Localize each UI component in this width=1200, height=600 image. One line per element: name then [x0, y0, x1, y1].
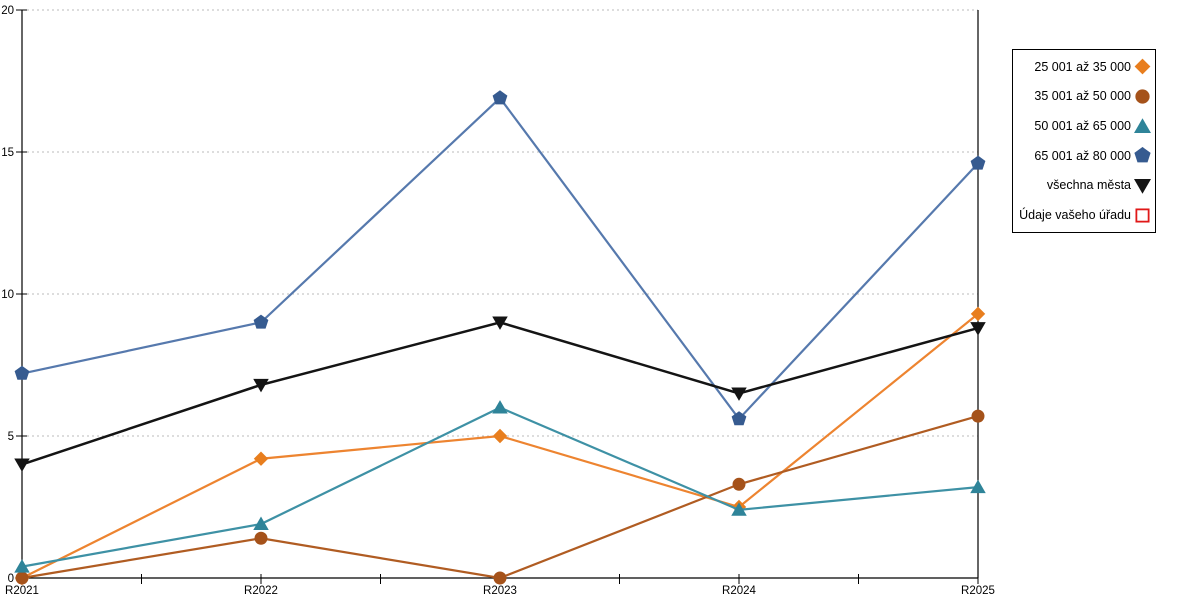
triangle-down-marker-icon	[1134, 178, 1151, 194]
triangle-down-marker-icon	[731, 387, 747, 401]
x-tick-label: R2022	[244, 585, 278, 597]
square-open-marker-icon	[1135, 208, 1150, 223]
legend-item-label: 25 001 až 35 000	[1034, 59, 1131, 74]
pentagon-marker-icon	[731, 411, 747, 426]
pentagon-marker-icon	[1134, 147, 1151, 163]
series-1	[15, 409, 985, 585]
legend-item: 25 001 až 35 000	[1015, 53, 1151, 81]
x-tick-label: R2024	[722, 585, 756, 597]
triangle-up-marker-icon	[731, 502, 747, 516]
circle-marker-icon	[493, 571, 507, 585]
pentagon-marker-icon	[14, 365, 30, 380]
triangle-up-marker-icon	[14, 559, 30, 573]
pentagon-marker-icon	[1134, 147, 1151, 163]
y-tick-label: 15	[1, 147, 14, 159]
legend: 25 001 až 35 000 35 001 až 50 000 50 001…	[1012, 49, 1156, 233]
y-tick-label: 5	[8, 431, 14, 443]
x-tick-label: R2021	[5, 585, 39, 597]
diamond-marker-icon	[970, 306, 986, 322]
circle-marker-icon	[254, 531, 268, 545]
gridlines	[22, 9, 978, 437]
circle-marker-icon	[971, 409, 985, 423]
series-4	[14, 316, 986, 472]
pentagon-marker-icon	[253, 314, 269, 329]
legend-item-label: 35 001 až 50 000	[1034, 89, 1131, 104]
triangle-up-marker-icon	[1134, 117, 1151, 133]
triangle-up-marker-icon	[970, 479, 986, 494]
y-tick-label: 0	[8, 573, 14, 585]
series-line	[21, 313, 979, 579]
triangle-down-marker-icon	[970, 322, 986, 336]
diamond-marker-icon	[253, 451, 269, 466]
square-open-marker-icon	[1135, 208, 1150, 223]
triangle-up-marker-icon	[1134, 117, 1151, 133]
series-3	[14, 90, 986, 426]
legend-item-label: všechna města	[1046, 178, 1131, 193]
triangle-down-marker-icon	[253, 378, 269, 393]
legend-item-label: Údaje vašeho úřadu	[1019, 207, 1131, 222]
series-2	[14, 400, 986, 573]
circle-marker-icon	[1135, 89, 1150, 104]
triangle-up-marker-icon	[492, 400, 508, 414]
legend-item: všechna města	[1015, 171, 1151, 199]
circle-marker-icon	[15, 571, 29, 585]
pentagon-marker-icon	[492, 90, 508, 105]
legend-item: 35 001 až 50 000	[1015, 82, 1151, 110]
legend-item: 50 001 až 65 000	[1015, 112, 1151, 140]
y-tick-label: 10	[1, 289, 14, 301]
triangle-down-marker-icon	[1134, 178, 1151, 194]
y-tick-label: 20	[1, 5, 14, 17]
legend-item-label: 65 001 až 80 000	[1034, 148, 1131, 163]
circle-marker-icon	[732, 477, 746, 491]
triangle-down-marker-icon	[14, 458, 30, 472]
legend-item-label: 50 001 až 65 000	[1034, 118, 1131, 133]
triangle-down-marker-icon	[492, 316, 508, 330]
pentagon-marker-icon	[970, 155, 986, 170]
series-line	[21, 96, 979, 421]
legend-item: 65 001 až 80 000	[1015, 142, 1151, 170]
diamond-marker-icon	[1134, 58, 1151, 75]
circle-marker-icon	[1135, 89, 1150, 104]
legend-item: Údaje vašeho úřadu	[1015, 201, 1151, 229]
x-tick-label: R2025	[961, 585, 995, 597]
diamond-marker-icon	[1134, 58, 1151, 75]
diamond-marker-icon	[492, 428, 508, 444]
triangle-up-marker-icon	[253, 516, 269, 530]
x-tick-label: R2023	[483, 585, 517, 597]
